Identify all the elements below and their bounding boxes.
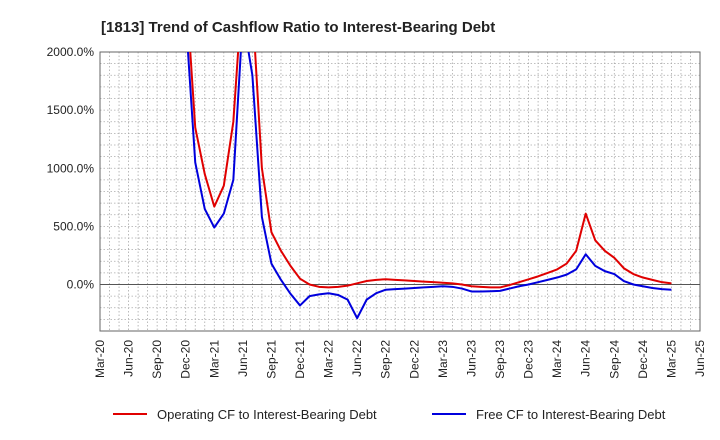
x-tick-label: Sep-20 (150, 340, 164, 379)
x-tick-label: Jun-23 (464, 340, 478, 377)
y-tick-label: 0.0% (67, 278, 95, 292)
x-tick-label: Sep-23 (493, 340, 507, 379)
x-tick-label: Mar-25 (664, 340, 678, 378)
x-tick-label: Jun-24 (579, 340, 593, 377)
y-tick-label: 1000.0% (47, 161, 95, 175)
y-tick-label: 2000.0% (47, 45, 95, 59)
y-tick-label: 500.0% (53, 219, 94, 233)
x-tick-label: Dec-23 (522, 340, 536, 379)
x-tick-label: Dec-20 (179, 340, 193, 379)
x-tick-labels: Mar-20 Jun-20 Sep-20 Dec-20 Mar-21 Jun-21 Sep-… (93, 340, 707, 379)
legend-label-2: Free CF to Interest-Bearing Debt (476, 407, 666, 422)
x-tick-label: Mar-22 (322, 340, 336, 378)
plot-frame (99, 51, 701, 332)
x-tick-label: Jun-25 (693, 340, 707, 377)
x-tick-label: Jun-22 (350, 340, 364, 377)
x-tick-label: Dec-22 (407, 340, 421, 379)
x-tick-label: Jun-20 (122, 340, 136, 377)
series-line-1 (189, 52, 672, 289)
x-tick-label: Mar-20 (93, 340, 107, 378)
x-tick-label: Sep-22 (379, 340, 393, 379)
x-tick-label: Mar-21 (207, 340, 221, 378)
y-tick-labels: 2000.0% 1500.0% 1000.0% 500.0% 0.0% (47, 45, 95, 292)
x-tick-label: Dec-21 (293, 340, 307, 379)
x-tick-label: Mar-24 (550, 340, 564, 378)
axes (99, 51, 701, 332)
x-tick-label: Mar-23 (436, 340, 450, 378)
y-tick-label: 1500.0% (47, 103, 95, 117)
legend: Operating CF to Interest-Bearing Debt Fre… (113, 407, 666, 422)
series-line-2 (186, 52, 672, 320)
x-tick-label: Jun-21 (236, 340, 250, 377)
legend-label-1: Operating CF to Interest-Bearing Debt (157, 407, 377, 422)
series-layer (186, 52, 672, 320)
x-tick-label: Sep-24 (607, 340, 621, 379)
x-tick-label: Sep-21 (264, 340, 278, 379)
x-tick-label: Dec-24 (636, 340, 650, 379)
chart-title: [1813] Trend of Cashflow Ratio to Intere… (101, 19, 495, 36)
